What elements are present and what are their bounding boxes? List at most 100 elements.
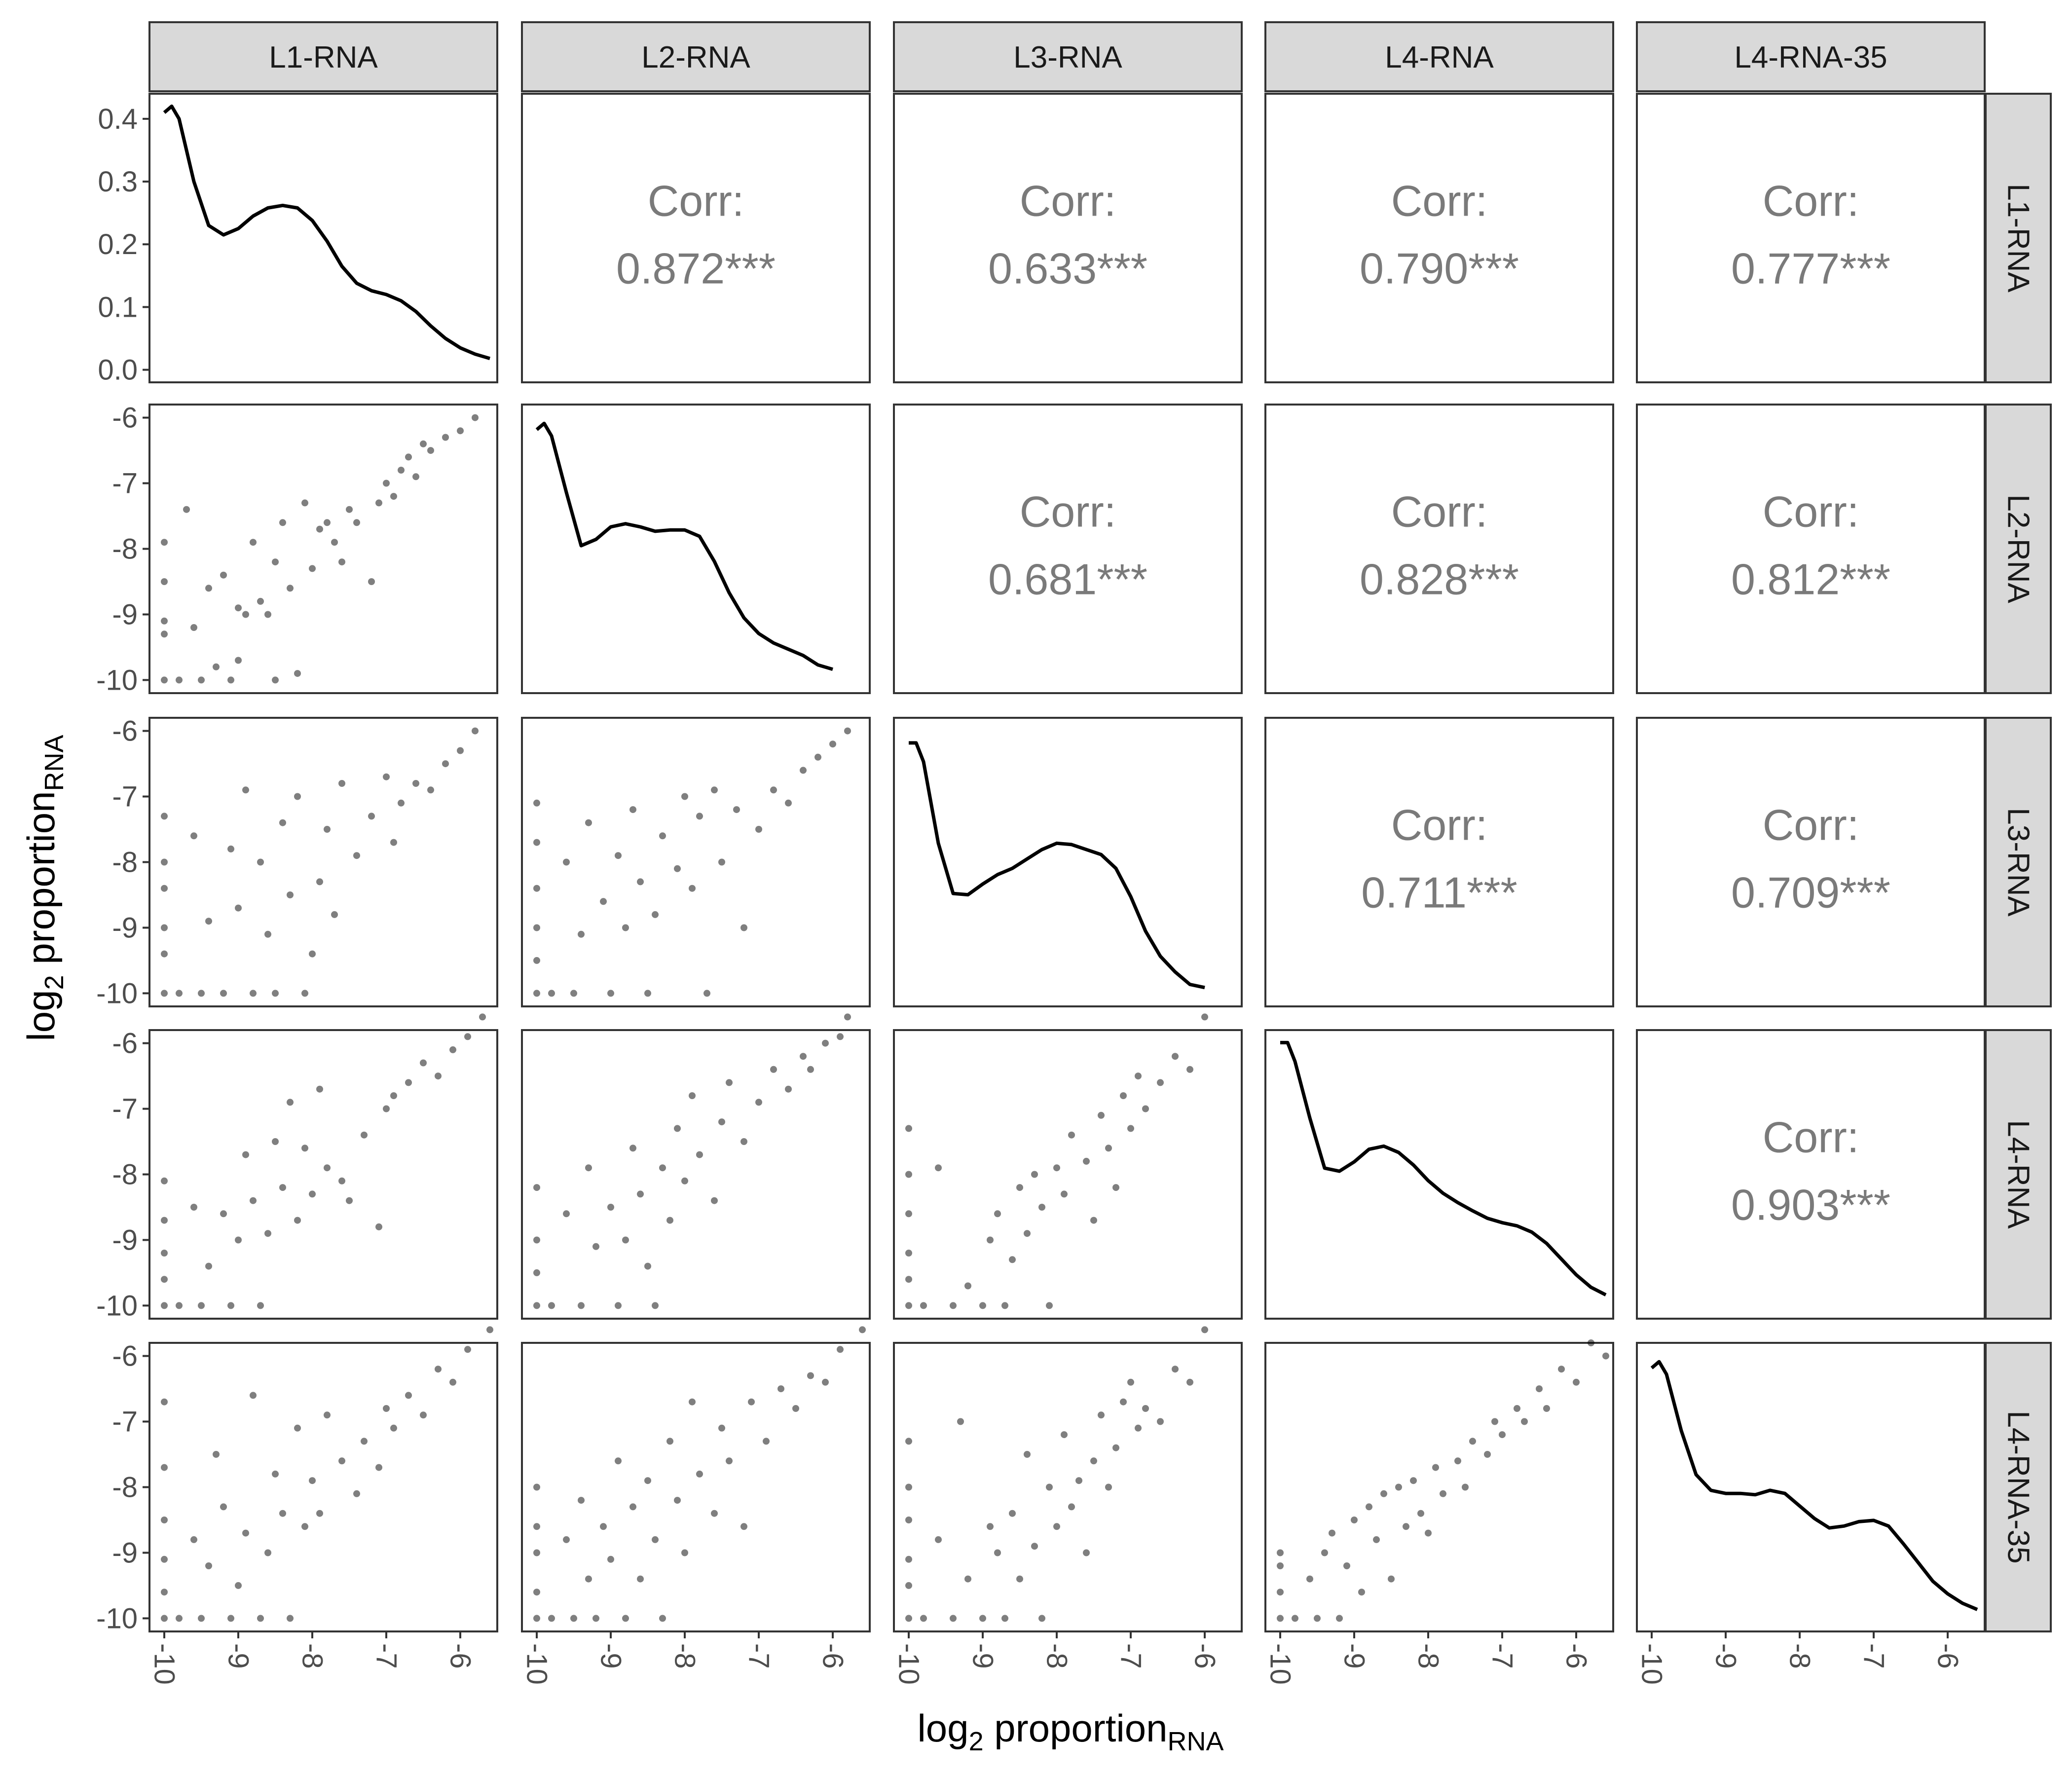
scatter-point	[287, 1615, 294, 1622]
y-tick-label: -10	[96, 1602, 138, 1634]
panel-r1-c3: Corr: 0.828***	[1264, 404, 1614, 694]
scatter-point	[161, 1276, 168, 1283]
strip-top-bg	[148, 21, 498, 92]
scatter-point	[161, 885, 168, 892]
x-tick-label: -6	[1189, 1643, 1221, 1669]
x-tick-label: -6	[1560, 1643, 1592, 1669]
y-tick-label: -9	[112, 912, 138, 944]
scatter-point	[235, 904, 242, 912]
scatter-point	[161, 858, 168, 866]
scatter-point	[800, 767, 807, 774]
scatter-point	[405, 453, 412, 461]
scatter-point	[398, 799, 405, 807]
scatter-point	[368, 578, 375, 585]
panel-r1-c4: Corr: 0.812***	[1636, 404, 1986, 694]
scatter-point	[375, 499, 382, 507]
corr-label: Corr:	[1763, 177, 1859, 225]
scatter-point	[822, 1039, 829, 1047]
scatter-point	[176, 990, 183, 997]
scatter-point	[161, 1517, 168, 1523]
strip-top-bg	[1636, 21, 1986, 92]
panel-frame	[148, 1342, 498, 1632]
corr-value: 0.711***	[1361, 868, 1517, 917]
x-axis-col-1: -10 -9 -8 -7 -6	[521, 1631, 849, 1685]
y-tick-label: -6	[112, 402, 138, 434]
scatter-point	[220, 1210, 227, 1218]
scatter-point	[486, 1326, 493, 1333]
scatter-point	[331, 539, 338, 546]
scatter-point	[726, 1079, 733, 1086]
panel-frame	[1264, 93, 1614, 383]
scatter-point	[324, 519, 331, 526]
scatter-point	[227, 1302, 234, 1309]
scatter-point	[272, 990, 279, 997]
scatter-point	[242, 611, 249, 618]
panel-r3-c4: Corr: 0.903***	[1636, 1029, 1986, 1320]
scatter-point	[905, 1615, 912, 1622]
scatter-point	[198, 1302, 205, 1309]
scatter-point	[585, 1164, 592, 1172]
corr-value: 0.790***	[1360, 244, 1519, 293]
y-tick-label: -9	[112, 1537, 138, 1569]
scatter-point	[176, 1302, 183, 1309]
scatter-point	[533, 990, 540, 997]
scatter-point	[770, 786, 777, 794]
panel-frame	[893, 717, 1243, 1007]
scatter-point	[1031, 1543, 1038, 1550]
scatter-point	[1462, 1483, 1469, 1491]
scatter-point	[1083, 1549, 1090, 1556]
scatter-point	[479, 1013, 486, 1021]
scatter-point	[1053, 1164, 1060, 1172]
strip-top-bg	[893, 21, 1243, 92]
strip-right-4: L4-RNA-35	[1985, 1342, 2052, 1632]
scatter-point	[316, 525, 323, 533]
scatter-point	[257, 1302, 264, 1309]
scatter-point	[294, 793, 301, 800]
scatter-point	[361, 1131, 368, 1139]
scatter-point	[905, 1125, 912, 1132]
panel-r4-c0	[148, 1326, 498, 1632]
density-line	[909, 741, 1205, 990]
scatter-point	[272, 1138, 279, 1145]
scatter-point	[615, 852, 622, 859]
scatter-point	[361, 1438, 368, 1445]
y-tick-label: -6	[112, 715, 138, 747]
scatter-point	[718, 1118, 725, 1126]
corr-value: 0.777***	[1731, 244, 1890, 293]
scatter-point	[637, 878, 644, 886]
scatter-point	[652, 911, 659, 918]
strip-top-label: L4-RNA	[1385, 40, 1494, 74]
x-tick-label: -7	[370, 1643, 403, 1669]
x-tick-label: -8	[1784, 1643, 1816, 1669]
strip-right-bg	[1985, 1342, 2052, 1632]
y-tick-label: -8	[112, 1159, 138, 1191]
scatter-point	[905, 1250, 912, 1257]
strip-top-2: L3-RNA	[893, 21, 1243, 92]
scatter-point	[449, 1046, 456, 1053]
scatter-point	[205, 585, 212, 592]
y-axis-row-1: -10 -9 -8 -7 -6	[96, 402, 149, 696]
panel-r1-c0	[148, 404, 498, 694]
x-tick-label: -8	[1412, 1643, 1444, 1669]
scatter-point	[161, 990, 168, 997]
scatter-point	[533, 1236, 540, 1244]
scatter-point	[294, 1217, 301, 1224]
scatter-point	[1292, 1615, 1298, 1622]
scatter-point	[257, 597, 264, 605]
y-tick-label: 0.1	[98, 291, 138, 323]
scatter-point	[674, 1497, 681, 1504]
scatter-point	[412, 780, 419, 787]
scatter-point	[383, 773, 390, 780]
scatter-point	[1410, 1477, 1417, 1484]
scatter-point	[301, 499, 308, 507]
scatter-point	[1358, 1589, 1365, 1596]
x-tick-label: -8	[1041, 1643, 1073, 1669]
y-tick-label: -10	[96, 977, 138, 1009]
scatter-point	[250, 1392, 257, 1399]
scatter-point	[1499, 1431, 1506, 1439]
scatter-point	[1403, 1523, 1409, 1530]
scatter-point	[1514, 1405, 1520, 1412]
x-tick-label: -10	[1264, 1643, 1296, 1685]
scatter-point	[1373, 1536, 1380, 1543]
scatter-point	[161, 1217, 168, 1224]
